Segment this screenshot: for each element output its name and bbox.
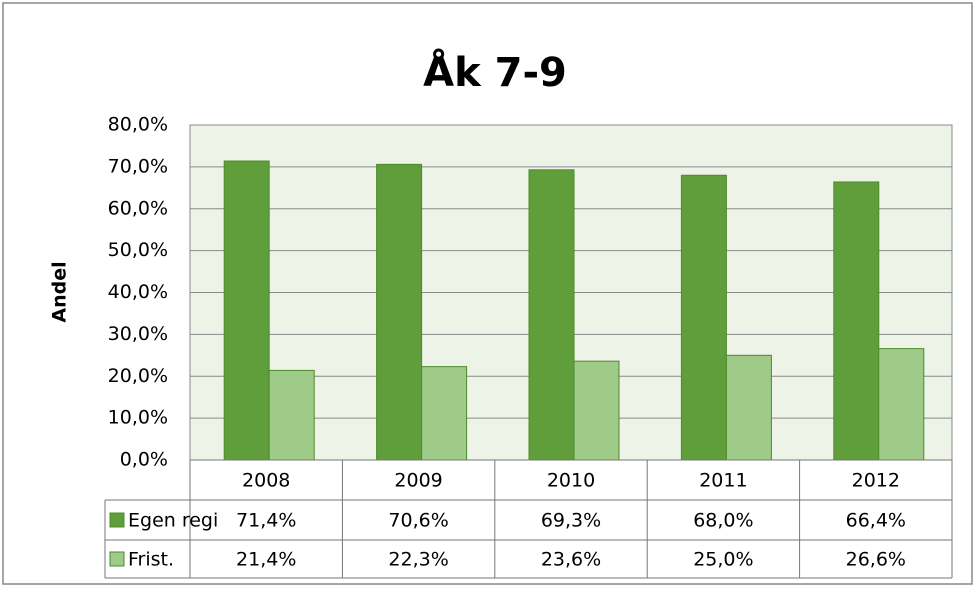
legend-swatch [109, 551, 125, 567]
legend-label: Egen regi [128, 510, 218, 532]
bar [680, 174, 727, 461]
x-tick-label: 2011 [699, 470, 747, 492]
chart-title: Åk 7-9 [423, 47, 567, 96]
bar [223, 160, 270, 461]
y-tick-label: 60,0% [108, 197, 168, 219]
x-tick-label: 2012 [852, 470, 900, 492]
data-label: 70,6% [388, 510, 448, 532]
legend-swatch [109, 512, 125, 528]
data-label: 23,6% [541, 549, 601, 571]
x-tick-label: 2008 [242, 470, 290, 492]
data-label: 26,6% [846, 549, 906, 571]
bar [421, 366, 468, 461]
y-tick-label: 20,0% [108, 365, 168, 387]
bar [376, 163, 423, 461]
bar [528, 169, 575, 461]
y-tick-label: 30,0% [108, 323, 168, 345]
y-tick-label: 10,0% [108, 407, 168, 429]
y-tick-label: 80,0% [108, 114, 168, 136]
x-tick-label: 2010 [547, 470, 595, 492]
y-tick-label: 70,0% [108, 155, 168, 177]
bar [268, 369, 315, 461]
bar [725, 354, 772, 461]
data-label: 71,4% [236, 510, 296, 532]
y-tick-label: 40,0% [108, 281, 168, 303]
data-label: 22,3% [388, 549, 448, 571]
data-label: 69,3% [541, 510, 601, 532]
y-tick-label: 50,0% [108, 239, 168, 261]
data-label: 21,4% [236, 549, 296, 571]
y-axis-label: Andel [49, 261, 71, 322]
y-tick-label: 0,0% [120, 449, 168, 471]
x-tick-label: 2009 [394, 470, 442, 492]
data-label: 25,0% [693, 549, 753, 571]
legend-label: Frist. [128, 549, 174, 571]
bar [878, 348, 925, 461]
data-label: 68,0% [693, 510, 753, 532]
data-label: 66,4% [846, 510, 906, 532]
bar [573, 360, 620, 461]
bar [833, 181, 880, 461]
